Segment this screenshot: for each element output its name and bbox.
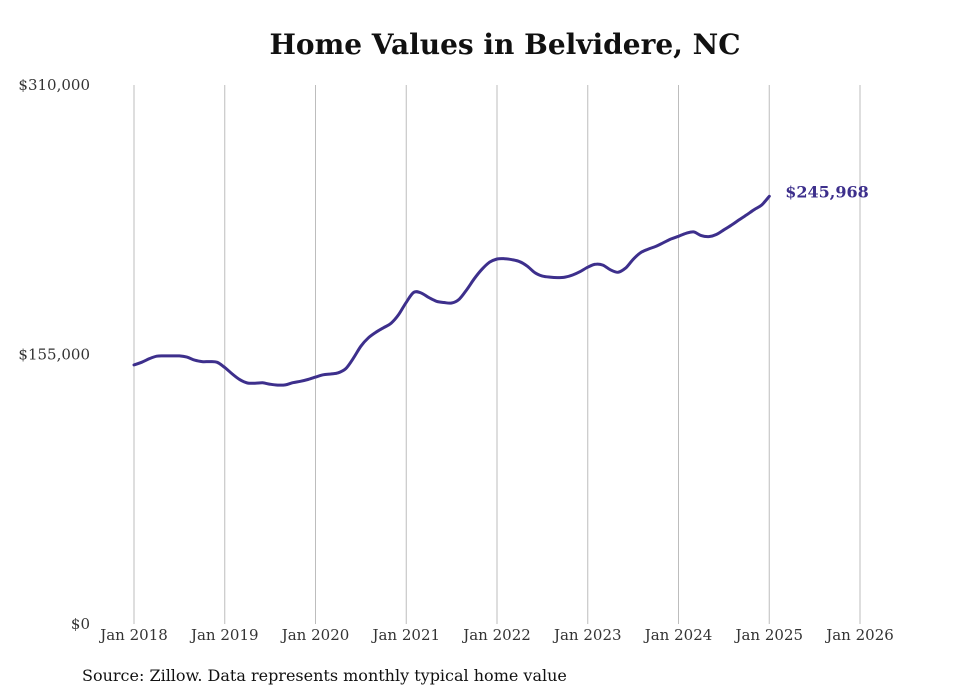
x-tick-label: Jan 2023 <box>552 626 622 644</box>
vertical-gridlines <box>133 85 861 624</box>
x-tick-label: Jan 2019 <box>189 626 259 644</box>
y-tick-label: $310,000 <box>18 76 90 94</box>
source-note: Source: Zillow. Data represents monthly … <box>82 666 567 685</box>
end-value-label: $245,968 <box>785 182 869 201</box>
x-tick-label: Jan 2022 <box>461 626 531 644</box>
y-tick-label: $155,000 <box>18 346 90 364</box>
x-tick-label: Jan 2026 <box>824 626 894 644</box>
x-tick-label: Jan 2024 <box>643 626 713 644</box>
x-tick-label: Jan 2021 <box>370 626 440 644</box>
series-line <box>132 194 771 387</box>
chart-title: Home Values in Belvidere, NC <box>269 28 741 61</box>
x-tick-label: Jan 2025 <box>733 626 803 644</box>
x-tick-label: Jan 2018 <box>98 626 168 644</box>
x-axis-tick-labels: Jan 2018 Jan 2019 Jan 2020 Jan 2021 Jan 2022… <box>98 626 894 644</box>
series-layer <box>132 194 771 387</box>
y-tick-label: $0 <box>71 615 90 633</box>
y-axis-tick-labels: $0 $155,000 $310,000 <box>18 76 90 633</box>
end-label-layer: $245,968 <box>785 182 869 201</box>
x-tick-label: Jan 2020 <box>280 626 350 644</box>
